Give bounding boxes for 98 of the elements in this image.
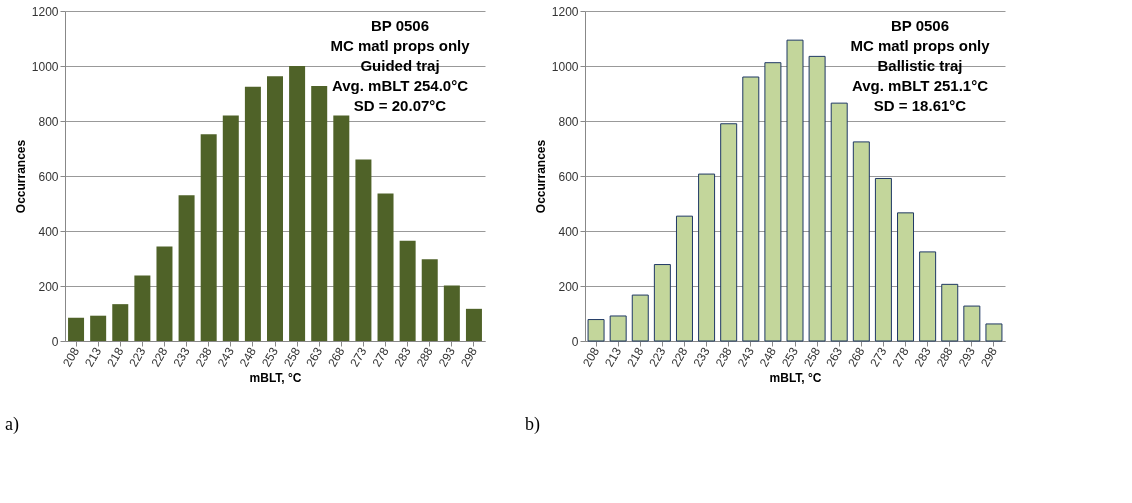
x-tick-label: 258 (281, 344, 304, 370)
bar (156, 246, 173, 341)
x-axis-title: mBLT, °C (769, 370, 822, 385)
y-tick-label: 1200 (551, 4, 579, 19)
y-tick-label: 1000 (31, 59, 59, 74)
bar (465, 308, 482, 341)
y-tick-label: 600 (558, 169, 579, 184)
y-axis-title: Occurrances (533, 139, 548, 214)
x-tick-label: 293 (955, 344, 979, 370)
y-tick-label: 1000 (551, 59, 579, 74)
bar (244, 86, 261, 341)
x-tick-label: 223 (126, 344, 149, 370)
bar (200, 134, 217, 341)
x-tick-label: 213 (82, 344, 105, 370)
bar (112, 304, 129, 341)
x-tick-label: 233 (170, 344, 193, 370)
y-axis-title: Occurrances (13, 139, 28, 214)
x-axis-title: mBLT, °C (249, 370, 302, 385)
bar (653, 264, 671, 342)
x-tick-label: 283 (911, 344, 934, 370)
bar (830, 102, 848, 342)
x-tick-label: 268 (325, 344, 348, 370)
x-tick-label: 263 (303, 344, 326, 370)
y-tick-label: 0 (51, 334, 59, 349)
x-tick-label: 213 (602, 344, 625, 370)
x-tick-label: 263 (823, 344, 846, 370)
text: b) (525, 414, 540, 435)
x-tick-label: 218 (624, 344, 647, 370)
bar (742, 76, 760, 342)
bar (289, 66, 306, 341)
x-tick-label: 268 (845, 344, 868, 370)
x-tick-label: 258 (801, 344, 824, 370)
bar (68, 317, 85, 341)
x-tick-label: 293 (435, 344, 459, 370)
bar (178, 195, 195, 341)
bar (587, 319, 605, 342)
y-tick-label: 1200 (31, 4, 59, 19)
bar (222, 115, 239, 341)
x-tick-label: 208 (579, 344, 603, 370)
bar (874, 177, 892, 342)
y-tick-label: 800 (558, 114, 579, 129)
x-tick-label: 278 (369, 344, 392, 370)
y-tick-label: 800 (38, 114, 59, 129)
bar (963, 305, 981, 342)
bar (808, 55, 826, 342)
bar (764, 62, 782, 342)
y-tick-label: 200 (558, 279, 579, 294)
bar (399, 240, 416, 341)
x-tick-label: 288 (413, 344, 436, 370)
x-tick-label: 223 (646, 344, 669, 370)
x-tick-label: 233 (690, 344, 713, 370)
y-tick-label: 400 (38, 224, 59, 239)
x-tick-label: 253 (778, 344, 802, 370)
bar (90, 315, 107, 341)
y-tick-label: 600 (38, 169, 59, 184)
x-tick-label: 253 (258, 344, 282, 370)
x-tick-label: 208 (59, 344, 83, 370)
x-tick-label: 238 (192, 344, 215, 370)
bar (897, 212, 915, 342)
y-tick-label: 0 (571, 334, 579, 349)
x-tick-label: 248 (236, 344, 260, 370)
bar (698, 173, 716, 342)
bar (675, 215, 693, 342)
bar (134, 275, 151, 341)
x-tick-label: 248 (756, 344, 780, 370)
x-tick-label: 283 (391, 344, 414, 370)
y-tick-label: 200 (38, 279, 59, 294)
annotation: BP 0506 MC matl props only Ballistic traj Avg. mBLT 251.1°C SD = 18.61°C (850, 17, 991, 114)
bar (355, 159, 372, 341)
x-tick-label: 298 (457, 344, 481, 370)
bar (443, 285, 460, 341)
bar (985, 323, 1003, 342)
bar (786, 39, 804, 342)
x-tick-label: 273 (867, 344, 890, 370)
bar (609, 315, 627, 342)
x-tick-label: 298 (977, 344, 1001, 370)
bar (631, 294, 649, 342)
x-tick-label: 218 (104, 344, 127, 370)
bar (267, 76, 283, 341)
x-tick-label: 228 (148, 344, 171, 370)
x-tick-label: 228 (668, 344, 691, 370)
y-tick-label: 400 (558, 224, 579, 239)
x-tick-label: 243 (214, 344, 238, 370)
bar (852, 141, 870, 342)
x-tick-label: 273 (347, 344, 370, 370)
bar (333, 115, 350, 341)
bar (311, 86, 328, 341)
x-tick-label: 238 (712, 344, 735, 370)
bar (720, 123, 738, 342)
x-tick-label: 243 (734, 344, 758, 370)
annotation: BP 0506 MC matl props only Guided traj Avg. mBLT 254.0°C SD = 20.07°C (330, 17, 471, 114)
text: a) (5, 414, 19, 435)
x-tick-label: 278 (889, 344, 912, 370)
bar (421, 259, 438, 341)
x-tick-label: 288 (933, 344, 956, 370)
bar (941, 283, 959, 342)
bar (919, 251, 937, 342)
bar (377, 193, 394, 341)
